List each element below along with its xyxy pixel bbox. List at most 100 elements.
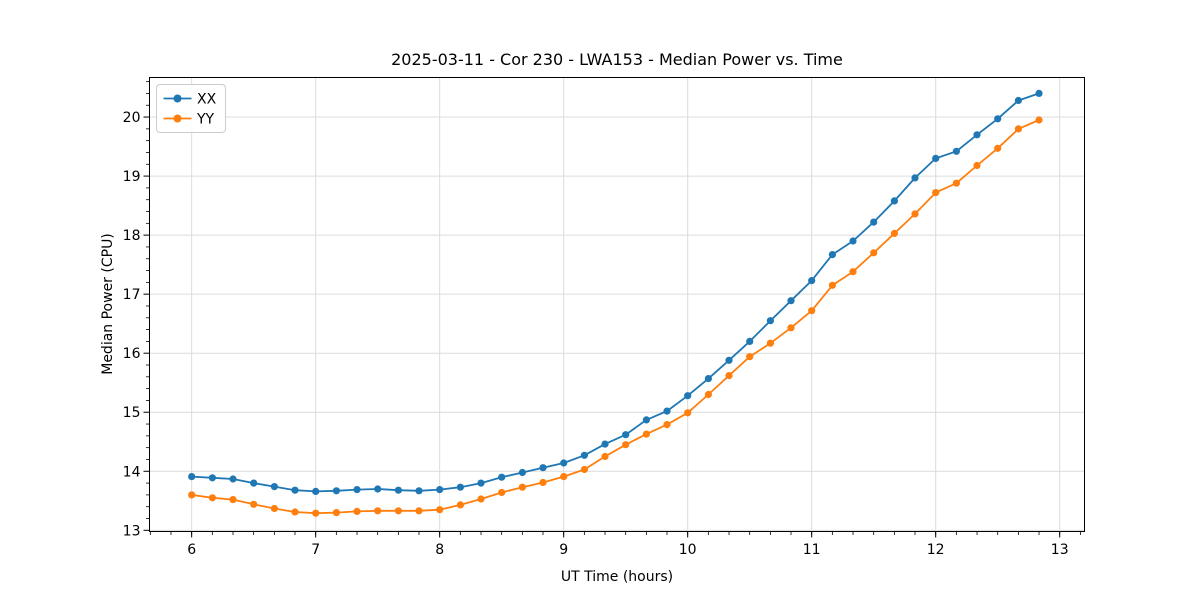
series-xx-point [188,473,196,481]
series-xx-point [332,487,340,495]
series-yy-point [1014,125,1023,133]
series-yy-point [601,452,609,461]
series-yy-point [291,508,299,516]
x-tick-label: 9 [559,542,568,558]
y-tick-label: 14 [123,464,141,480]
x-tick-label: 13 [1051,542,1069,558]
series-xx-point [456,483,464,491]
series-yy-point [250,500,258,508]
series-xx-point [1035,89,1043,97]
series-xx-point [498,473,506,481]
series-xx-point [270,483,278,491]
series-xx-point [911,174,919,182]
series-yy-point [911,210,919,218]
y-tick-label: 13 [123,523,141,539]
x-tick-label: 10 [679,542,697,558]
chart-title: 2025-03-11 - Cor 230 - LWA153 - Median P… [391,50,843,69]
series-yy-point [456,501,464,509]
series-yy-point [332,508,340,517]
legend-label-xx: XX [197,92,217,108]
series-xx-point [870,218,878,226]
y-tick-label: 17 [123,287,141,303]
y-tick-label: 18 [123,228,141,244]
series-yy-point [208,494,216,502]
x-tick-label: 6 [187,542,196,558]
series-yy-point [1035,116,1043,124]
series-xx-point [622,431,630,439]
series-xx-point [973,131,981,139]
series-yy-point [270,504,278,513]
series-yy-point [973,161,981,170]
legend-box [156,84,226,133]
series-yy-point [622,441,630,449]
y-tick-label: 20 [123,110,141,126]
series-yy-point [746,353,754,361]
series-xx-point [725,356,733,364]
series-xx-point [229,475,237,483]
series-yy-point [994,144,1002,152]
series-yy-point [849,268,857,276]
series-xx-line [190,92,1040,493]
series-xx-point [704,375,713,383]
series-yy-point [436,506,444,514]
series-xx-point [746,337,754,345]
series-xx-point [415,487,423,495]
x-tick-label: 12 [927,542,945,558]
series-xx-point [539,464,547,472]
series-yy-point [415,507,423,515]
series-xx-point [642,416,651,424]
series-xx-point [477,479,485,487]
series-yy-point [229,496,237,504]
series-xx-point [436,486,444,494]
series-yy-point [642,430,651,438]
series-xx-point [994,115,1002,123]
series-yy-point [353,507,361,515]
series-xx-point [208,474,216,482]
grid-layer [149,77,1085,532]
series-yy-point [374,507,382,515]
series-yy-point [539,478,547,487]
series-yy-point [394,507,402,515]
tick-label-layer: 6 7 8 9 10 11 12 13 13 14 15 16 17 18 19 20 [123,110,1069,558]
series-xx-point [766,317,775,325]
series-xx-point [374,485,382,493]
series-xx-point [808,277,816,285]
legend-marker-xx [173,94,182,103]
y-tick-label: 16 [123,346,141,362]
series-xx-point [560,459,568,467]
legend-label-yy: YY [196,112,215,128]
series-yy-point [518,483,527,491]
series-xx-point [890,197,899,205]
x-axis-label: UT Time (hours) [561,569,673,585]
series-xx-point [952,147,961,155]
series-yy-point [312,509,320,517]
series-xx-point [291,486,299,494]
series-yy-point [870,249,878,257]
plot-border [149,77,1085,532]
series-xx-point [932,154,940,162]
series-yy-point [808,307,816,315]
series-xx-point [353,486,361,494]
series-yy-point [560,473,568,481]
legend: XX YY [156,84,226,133]
x-tick-label: 8 [435,542,444,558]
series-yy-point [725,372,733,380]
series-yy-point [932,189,940,197]
series-yy-point [684,409,692,417]
series-yy-point [828,281,837,289]
y-tick-label: 19 [123,169,141,185]
series-yy-point [704,390,713,399]
tick-layer [143,81,1081,538]
series-xx-point [787,297,795,305]
series-xx-point [828,251,837,259]
series-xx-point [849,237,857,245]
series-yy-point [477,495,485,503]
series-xx-point [1014,96,1023,105]
y-axis-label: Median Power (CPU) [100,233,116,375]
x-tick-label: 7 [311,542,320,558]
series-yy-point [890,229,899,237]
series-yy-point [787,324,795,332]
legend-marker-yy [173,114,182,123]
series-xx-point [684,392,692,400]
